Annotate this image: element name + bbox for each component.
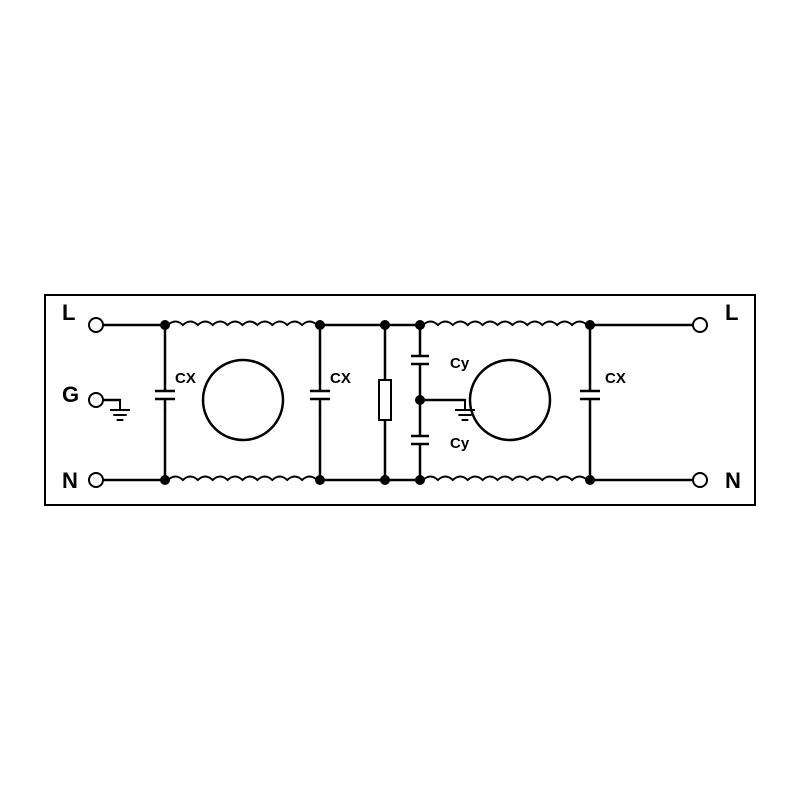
node-10 — [415, 395, 425, 405]
capacitor-Cy1 — [411, 350, 429, 370]
terminal-N-out — [693, 473, 707, 487]
N-in-label: N — [62, 468, 78, 493]
N-out-label: N — [725, 468, 741, 493]
outer-frame — [45, 295, 755, 505]
resistor-R1 — [379, 380, 391, 420]
node-5 — [380, 475, 390, 485]
diagram-stage: L G N L N CX CX CX Cy Cy — [0, 0, 800, 800]
inductor-L-top-2 — [423, 322, 587, 326]
Cy1-label: Cy — [450, 355, 470, 372]
CX3-label: CX — [605, 370, 626, 387]
inductor-L-bot-1 — [168, 477, 317, 481]
G-in-label: G — [62, 382, 79, 407]
Cy2-label: Cy — [450, 435, 470, 452]
core-core-1 — [203, 360, 283, 440]
ground-GND-left — [110, 400, 130, 420]
L-out-label: L — [725, 300, 738, 325]
L-in-label: L — [62, 300, 75, 325]
CX1-label: CX — [175, 370, 196, 387]
inductor-L-bot-2 — [423, 477, 587, 481]
ground-GND-center — [455, 400, 475, 420]
node-3 — [315, 475, 325, 485]
circuit-svg: L G N L N CX CX CX Cy Cy — [0, 0, 800, 800]
terminal-N-in — [89, 473, 103, 487]
capacitor-CX2 — [310, 380, 330, 410]
node-2 — [315, 320, 325, 330]
CX2-label: CX — [330, 370, 351, 387]
capacitor-Cy2 — [411, 430, 429, 450]
node-8 — [585, 320, 595, 330]
terminal-G-in — [89, 393, 103, 407]
inductor-L-top-1 — [168, 322, 317, 326]
node-6 — [415, 320, 425, 330]
node-1 — [160, 475, 170, 485]
node-9 — [585, 475, 595, 485]
capacitor-CX3 — [580, 380, 600, 410]
terminal-L-out — [693, 318, 707, 332]
node-4 — [380, 320, 390, 330]
node-7 — [415, 475, 425, 485]
terminal-L-in — [89, 318, 103, 332]
core-core-2 — [470, 360, 550, 440]
node-0 — [160, 320, 170, 330]
capacitor-CX1 — [155, 380, 175, 410]
